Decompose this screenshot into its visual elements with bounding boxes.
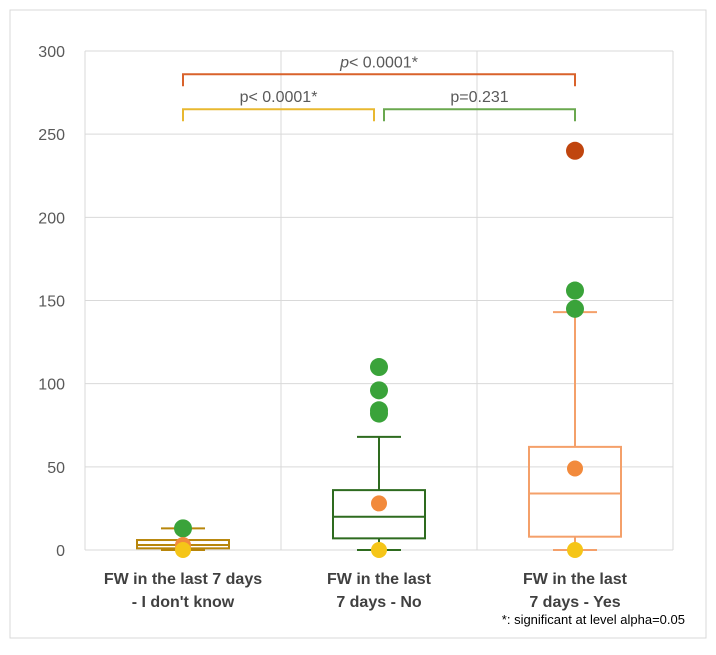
outlier-point: [566, 299, 584, 318]
min-point: [175, 542, 191, 558]
grid-layer: [84, 50, 674, 551]
x-category-label: FW in the last: [523, 571, 628, 588]
x-category-label: FW in the last: [327, 571, 432, 588]
min-point: [371, 542, 387, 558]
points-layer: [174, 141, 584, 558]
significance-label: p< 0.0001*: [339, 54, 418, 71]
outlier-point: [370, 381, 388, 400]
x-category-label: 7 days - Yes: [529, 594, 620, 611]
y-tick-label: 50: [47, 460, 65, 477]
y-tick-label: 100: [38, 377, 65, 394]
mean-point: [371, 495, 387, 512]
iqr-box: [528, 445, 622, 538]
mean-point: [567, 460, 583, 477]
x-category-label: FW in the last 7 days: [104, 571, 262, 588]
significance-bracket: [182, 108, 375, 122]
y-tick-label: 200: [38, 210, 65, 227]
x-category-label: - I don't know: [132, 594, 235, 611]
y-axis: 0 50 100 150 200 250 300: [38, 44, 65, 560]
comparisons-layer: p< 0.0001* p< 0.0001* p=0.231: [182, 54, 576, 122]
y-tick-label: 0: [56, 543, 65, 560]
y-tick-label: 150: [38, 294, 65, 311]
min-point: [567, 542, 583, 558]
footnote: *: significant at level alpha=0.05: [502, 612, 685, 627]
x-axis-labels: FW in the last 7 days - I don't know FW in…: [104, 571, 628, 611]
outlier-point: [370, 358, 388, 377]
y-tick-label: 300: [38, 44, 65, 61]
outlier-point: [566, 281, 584, 300]
iqr-box: [332, 489, 426, 540]
extreme-outlier-point: [566, 141, 584, 160]
chart-border: [9, 9, 707, 639]
significance-bracket: [182, 73, 576, 87]
x-category-label: 7 days - No: [336, 594, 422, 611]
outlier-point: [370, 404, 388, 423]
significance-bracket: [383, 108, 576, 122]
outlier-point: [174, 519, 192, 538]
significance-label: p=0.231: [450, 89, 508, 106]
y-tick-label: 250: [38, 127, 65, 144]
significance-label: p< 0.0001*: [240, 89, 318, 106]
